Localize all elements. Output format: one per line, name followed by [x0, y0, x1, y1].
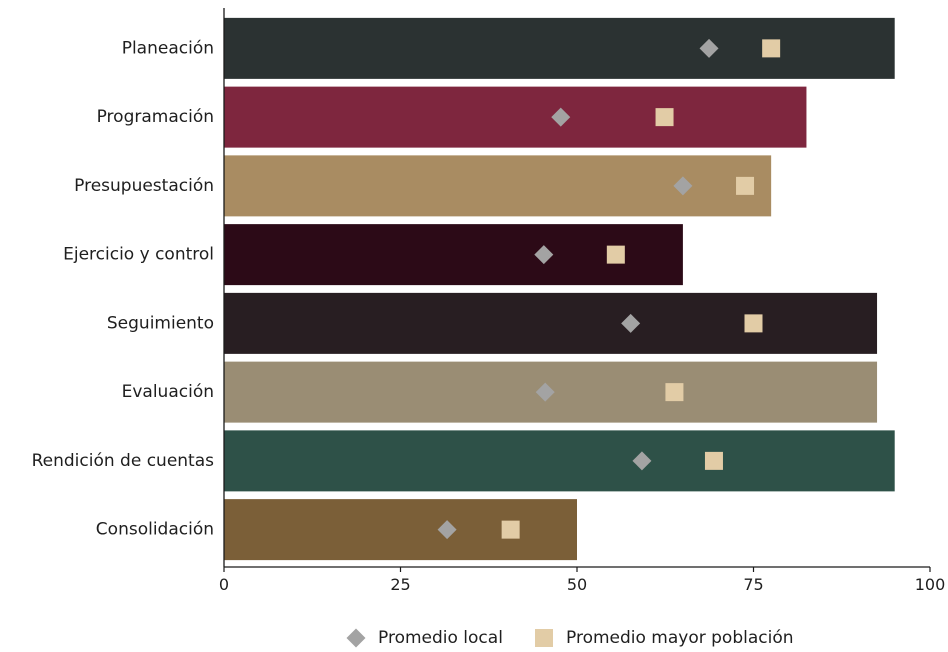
promedio-mayor-poblacion-marker — [655, 108, 674, 127]
category-labels: Planeación Programación Presupuestación Eje… — [32, 38, 215, 539]
axes: 0 25 50 75 100 — [219, 8, 945, 594]
bars-layer — [224, 17, 895, 561]
x-tick-label: 0 — [219, 575, 229, 594]
bar — [224, 17, 895, 79]
bar — [224, 499, 577, 561]
category-label: Evaluación — [122, 382, 214, 402]
promedio-local-marker — [534, 245, 554, 265]
category-label: Rendición de cuentas — [32, 451, 215, 471]
promedio-mayor-poblacion-marker — [736, 176, 755, 195]
category-label: Consolidación — [96, 520, 214, 540]
legend-square-swatch — [535, 629, 553, 647]
x-tick-label: 100 — [915, 575, 946, 594]
x-tick-label: 25 — [390, 575, 410, 594]
x-tick-label: 50 — [567, 575, 587, 594]
promedio-mayor-poblacion-marker — [704, 451, 723, 470]
category-label: Seguimiento — [107, 313, 214, 333]
promedio-mayor-poblacion-marker — [744, 314, 763, 333]
bar — [224, 86, 807, 148]
promedio-local-marker — [632, 451, 652, 471]
legend-label: Promedio mayor población — [566, 628, 794, 648]
category-label: Ejercicio y control — [63, 245, 214, 265]
bar — [224, 430, 895, 492]
markers-layer — [437, 38, 781, 540]
category-label: Presupuestación — [74, 176, 214, 196]
promedio-mayor-poblacion-marker — [606, 245, 625, 264]
promedio-local-marker — [551, 107, 571, 127]
promedio-mayor-poblacion-marker — [762, 39, 781, 58]
legend-label: Promedio local — [378, 628, 503, 648]
promedio-local-marker — [621, 313, 641, 333]
category-label: Programación — [97, 107, 214, 127]
promedio-mayor-poblacion-marker — [501, 520, 520, 539]
bar — [224, 292, 878, 354]
x-tick-label: 75 — [743, 575, 763, 594]
promedio-mayor-poblacion-marker — [665, 383, 684, 402]
bar — [224, 224, 683, 286]
promedio-local-marker — [535, 382, 555, 402]
promedio-local-marker — [673, 176, 693, 196]
promedio-local-marker — [437, 520, 457, 540]
legend-diamond-swatch — [346, 628, 366, 648]
category-label: Planeación — [122, 38, 214, 58]
promedio-local-marker — [699, 38, 719, 58]
legend: Promedio local Promedio mayor población — [346, 628, 794, 648]
